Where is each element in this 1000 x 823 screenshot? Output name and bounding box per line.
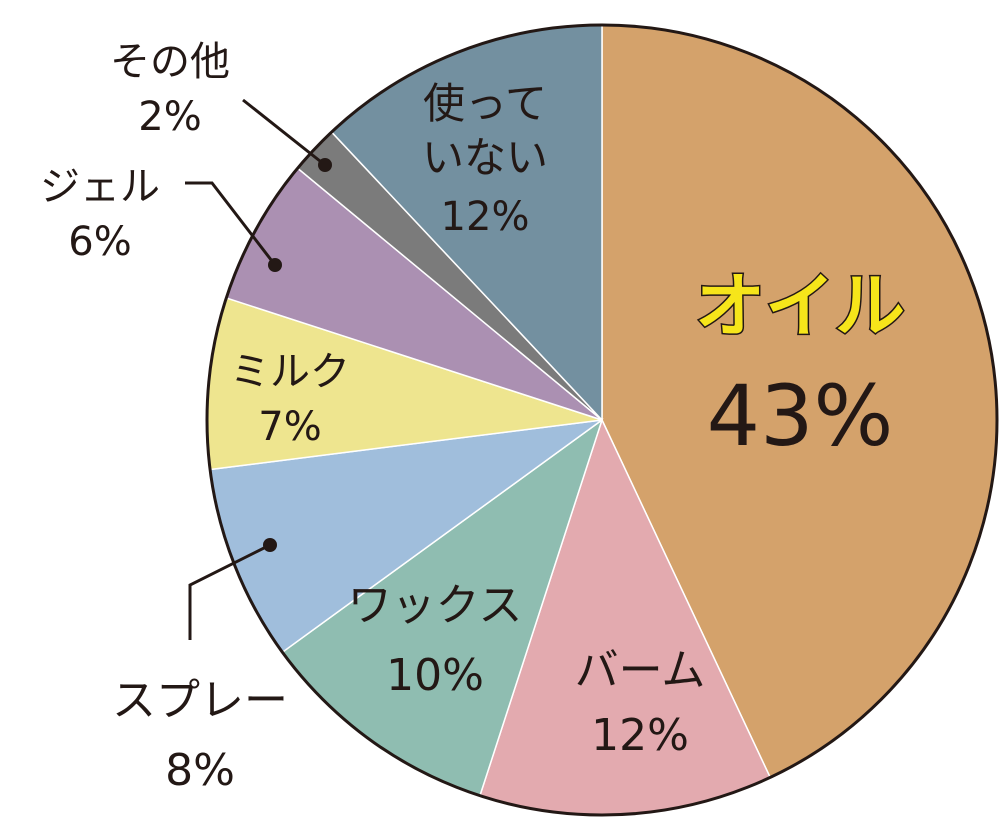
value-oil: 43% <box>707 367 894 465</box>
value-other: 2% <box>138 94 201 140</box>
label-unused-line1: 使って <box>423 79 547 128</box>
value-gel: 6% <box>68 219 131 265</box>
leader-line-spray <box>188 543 271 640</box>
leader-dot-spray <box>263 538 277 552</box>
label-spray: スプレー <box>112 675 288 726</box>
leader-dot-gel <box>268 258 282 272</box>
label-unused-line2: いない <box>422 133 548 182</box>
slices <box>206 24 998 816</box>
label-wax: ワックス <box>348 580 523 631</box>
leader-dot-other <box>318 158 332 172</box>
pie-outline <box>205 23 999 817</box>
value-milk: 7% <box>258 404 321 450</box>
leader-lines <box>185 98 326 640</box>
value-spray: 8% <box>165 745 235 796</box>
value-unused: 12% <box>441 194 530 240</box>
label-other: その他 <box>110 39 230 85</box>
value-balm: 12% <box>591 710 689 761</box>
label-balm: バーム <box>575 645 706 696</box>
leader-line-gel <box>185 181 277 266</box>
value-wax: 10% <box>386 650 484 701</box>
label-gel: ジェル <box>40 164 160 210</box>
leader-line-other <box>242 98 326 167</box>
label-milk: ミルク <box>230 349 350 395</box>
label-oil: オイル <box>695 265 905 347</box>
